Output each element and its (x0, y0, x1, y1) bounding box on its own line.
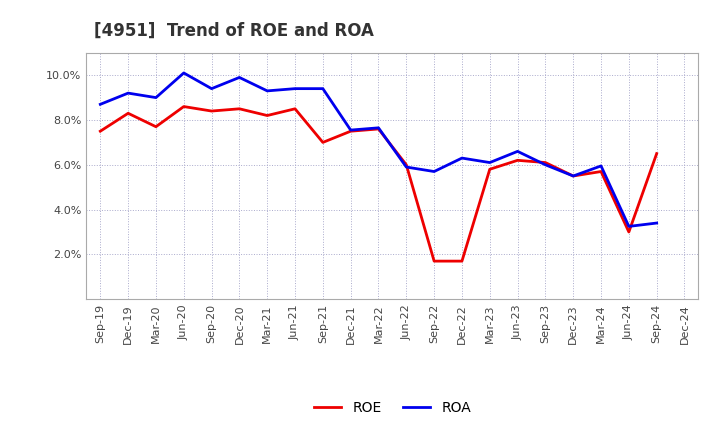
ROE (124, 110, 132, 116)
ROE (96, 128, 104, 134)
ROA (541, 162, 550, 168)
ROE (179, 104, 188, 109)
ROA (152, 95, 161, 100)
ROA (179, 70, 188, 76)
ROE (541, 160, 550, 165)
ROE (652, 151, 661, 156)
ROA (458, 155, 467, 161)
Legend: ROE, ROA: ROE, ROA (308, 395, 477, 420)
ROA (597, 163, 606, 169)
ROE (207, 108, 216, 114)
ROA (346, 128, 355, 133)
ROE (235, 106, 243, 111)
ROA (318, 86, 327, 91)
ROE (346, 128, 355, 134)
ROA (207, 86, 216, 91)
ROE (485, 167, 494, 172)
ROA (624, 224, 633, 229)
ROA (235, 75, 243, 80)
ROE (430, 258, 438, 264)
ROA (96, 102, 104, 107)
ROE (374, 126, 383, 132)
Line: ROE: ROE (100, 106, 657, 261)
Text: [4951]  Trend of ROE and ROA: [4951] Trend of ROE and ROA (94, 22, 374, 40)
ROE (152, 124, 161, 129)
ROA (124, 91, 132, 96)
ROE (513, 158, 522, 163)
ROE (597, 169, 606, 174)
ROA (291, 86, 300, 91)
Line: ROA: ROA (100, 73, 657, 227)
ROA (652, 220, 661, 226)
ROA (513, 149, 522, 154)
ROE (291, 106, 300, 111)
ROA (402, 165, 410, 170)
ROE (458, 258, 467, 264)
ROE (624, 229, 633, 235)
ROA (485, 160, 494, 165)
ROE (318, 140, 327, 145)
ROA (263, 88, 271, 94)
ROA (374, 125, 383, 131)
ROA (430, 169, 438, 174)
ROE (263, 113, 271, 118)
ROA (569, 173, 577, 179)
ROE (569, 173, 577, 179)
ROE (402, 162, 410, 168)
